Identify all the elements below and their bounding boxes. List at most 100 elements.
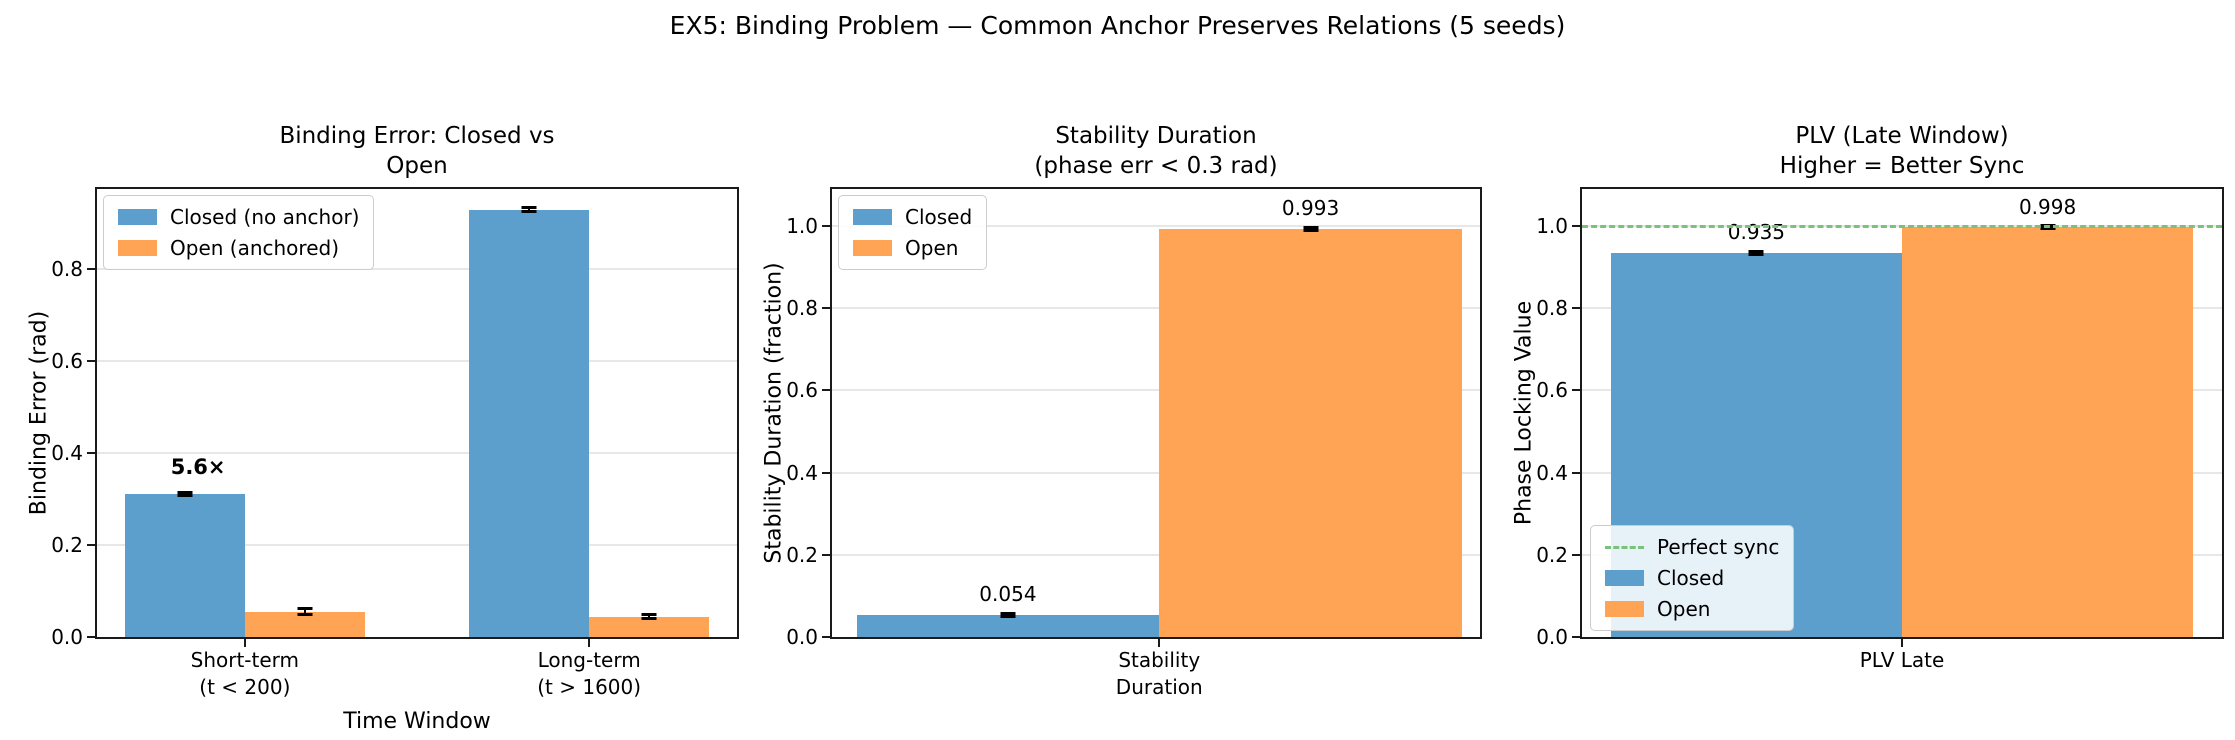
y-tick-label: 0.0: [1536, 625, 1568, 649]
y-axis-tick: [87, 452, 96, 455]
y-tick-label: 0.2: [1536, 542, 1568, 567]
legend-color-swatch: [118, 240, 157, 256]
y-axis-tick: [822, 307, 831, 310]
gridline: [832, 225, 1480, 227]
y-axis-tick: [822, 471, 831, 474]
legend-color-swatch: [853, 240, 892, 256]
legend-color-swatch: [1605, 601, 1644, 617]
legend-entry: Closed: [1605, 566, 1779, 590]
x-axis-label: Time Window: [343, 709, 491, 734]
legend-entry-perfect-sync: Perfect sync: [1605, 535, 1779, 559]
x-tick-label: Short-term (t < 200): [190, 648, 300, 699]
error-bar-cap: [1748, 252, 1764, 256]
ratio-annotation: 5.6×: [170, 455, 226, 479]
y-axis-tick: [87, 268, 96, 271]
y-tick-label: 0.6: [51, 349, 83, 374]
y-axis-label: Phase Locking Value: [1511, 300, 1537, 526]
y-axis-tick: [822, 553, 831, 556]
legend: Perfect sync Closed Open: [1590, 525, 1795, 631]
gridline: [97, 360, 737, 363]
legend-label: Closed: [1657, 566, 1725, 590]
error-bar-cap: [1000, 611, 1016, 615]
bar-closed: [469, 209, 590, 637]
error-bar-cap: [1000, 614, 1016, 618]
axes-subplot-2: 0.0 0.2 0.4 0.6 0.8 1.0 Stability Duration 0.05…: [762, 123, 1482, 699]
y-tick-label: 0.6: [1536, 378, 1568, 403]
y-tick-label: 0.4: [786, 460, 818, 485]
error-bar-cap: [641, 613, 657, 617]
error-bar-cap: [2040, 226, 2056, 230]
legend: Closed Open: [838, 195, 988, 270]
gridline: [832, 471, 1480, 474]
legend-entry: Closed (no anchor): [118, 205, 359, 229]
y-axis-tick: [1572, 553, 1581, 556]
y-axis-tick: [822, 225, 831, 227]
axes-subplot-1: 0.0 0.2 0.4 0.6 0.8 Short-term (t < 200) Long-…: [27, 123, 739, 734]
gridline: [97, 452, 737, 455]
axes-subplot-3: 0.0 0.2 0.4 0.6 0.8 1.0 PLV Late 0.935 0.998 PLV …: [1512, 123, 2224, 672]
x-axis-tick: [588, 638, 591, 647]
gridline: [832, 307, 1480, 310]
error-bar-cap: [521, 210, 537, 214]
y-axis-tick: [1572, 389, 1581, 392]
bar-value-label: 0.993: [1281, 196, 1340, 221]
y-tick-label: 0.2: [51, 533, 83, 558]
gridline: [832, 389, 1480, 392]
y-tick-label: 1.0: [1536, 214, 1568, 238]
error-bar: [183, 492, 186, 496]
subplot-title: Binding Error: Closed vs Open: [279, 123, 555, 179]
y-tick-label: 0.8: [1536, 296, 1568, 321]
y-tick-label: 0.4: [1536, 460, 1568, 485]
legend-color-swatch: [1605, 570, 1644, 586]
y-tick-label: 0.0: [51, 625, 83, 649]
error-bar-cap: [177, 490, 193, 494]
x-axis-tick: [243, 638, 246, 647]
y-axis-tick: [822, 636, 831, 638]
subplot-title: Stability Duration (phase err < 0.3 rad): [1034, 123, 1278, 179]
x-tick-label: Long-term (t > 1600): [537, 648, 642, 699]
y-tick-label: 0.8: [786, 296, 818, 321]
y-axis-tick: [87, 636, 96, 638]
error-bar-cap: [1748, 249, 1764, 253]
y-axis-label: Stability Duration (fraction): [761, 262, 787, 564]
error-bar-cap: [177, 494, 193, 498]
y-axis-tick: [1572, 225, 1581, 227]
bar-closed: [124, 494, 245, 637]
error-bar-cap: [1303, 229, 1319, 233]
figure-title: EX5: Binding Problem — Common Anchor Pre…: [669, 11, 1566, 40]
legend-entry: Closed: [853, 205, 972, 229]
x-axis-tick: [1158, 638, 1161, 647]
y-tick-label: 0.2: [786, 542, 818, 567]
bar-value-label: 0.935: [1727, 220, 1786, 245]
legend-label: Perfect sync: [1657, 535, 1780, 559]
y-axis-tick: [1572, 471, 1581, 474]
error-bar-cap: [641, 617, 657, 621]
legend-label: Closed (no anchor): [170, 205, 360, 229]
legend-label: Closed: [905, 205, 973, 229]
legend-entry: Open: [1605, 597, 1779, 621]
error-bar: [528, 207, 531, 212]
legend-entry: Open (anchored): [118, 236, 359, 260]
y-tick-label: 0.6: [786, 378, 818, 403]
y-axis-label: Binding Error (rad): [26, 310, 52, 516]
error-bar: [648, 614, 651, 619]
y-axis-tick: [87, 544, 96, 547]
gridline: [832, 553, 1480, 556]
error-bar: [1006, 613, 1009, 617]
subplot-title: PLV (Late Window) Higher = Better Sync: [1779, 123, 2025, 179]
y-tick-label: 0.4: [51, 441, 83, 466]
y-axis-tick: [87, 360, 96, 363]
error-bar: [1755, 251, 1758, 255]
legend-dashed-line-sample: [1605, 545, 1644, 549]
legend-label: Open (anchored): [170, 236, 340, 260]
x-tick-label: Stability Duration: [1115, 648, 1203, 699]
error-bar: [303, 608, 306, 615]
gridline: [97, 268, 737, 271]
y-axis-tick: [822, 389, 831, 392]
y-tick-label: 0.8: [51, 257, 83, 282]
y-tick-label: 0.0: [786, 625, 818, 649]
y-tick-label: 1.0: [786, 214, 818, 238]
x-axis-tick: [1901, 638, 1903, 647]
legend-color-swatch: [853, 209, 892, 225]
